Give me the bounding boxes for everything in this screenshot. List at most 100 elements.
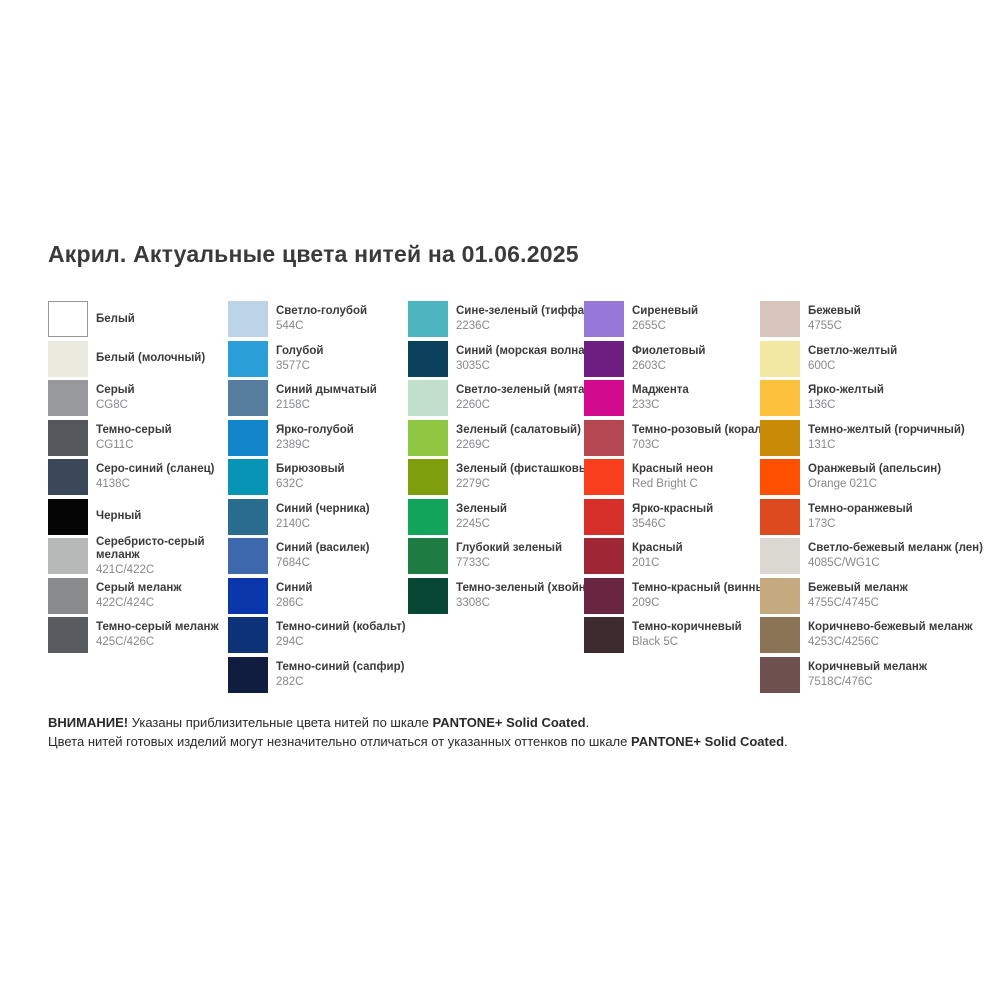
color-row: Маджента 233C — [584, 380, 760, 416]
footer-text: . — [585, 715, 590, 730]
color-labels: Глубокий зеленый 7733C — [456, 542, 562, 570]
page-title: Акрил. Актуальные цвета нитей на 01.06.2… — [48, 241, 579, 267]
color-row: Сиреневый 2655C — [584, 301, 760, 337]
color-labels: Бирюзовый 632C — [276, 463, 345, 491]
color-swatch — [408, 577, 448, 614]
color-labels: Зеленый 2245C — [456, 503, 507, 531]
pantone-code: 422C/424C — [96, 596, 155, 609]
color-labels: Серебристо-серый меланж 421C/422C — [96, 536, 214, 577]
color-swatch — [584, 380, 624, 416]
color-labels: Сиреневый 2655C — [632, 305, 698, 333]
color-labels: Зеленый (фисташковый) 2279C — [456, 463, 600, 491]
pantone-code: CG8C — [96, 399, 128, 411]
pantone-code: 4253C/4256C — [808, 636, 879, 648]
color-row: Серо-синий (сланец) 4138C — [48, 459, 224, 495]
color-labels: Темно-коричневый Black 5C — [632, 621, 742, 649]
color-labels: Серый CG8C — [96, 384, 135, 412]
color-name: Голубой — [276, 344, 324, 357]
color-swatch — [228, 419, 268, 456]
color-row: Зеленый (фисташковый) 2279C — [408, 459, 600, 495]
pantone-code: 632C — [276, 478, 304, 490]
color-name: Красный неон — [632, 463, 714, 475]
color-swatch — [408, 419, 448, 456]
color-name: Бежевый — [808, 305, 861, 317]
color-labels: Синий 286C — [276, 582, 312, 610]
color-name: Темно-серый меланж — [96, 621, 219, 633]
color-swatch — [760, 380, 800, 416]
pantone-code: 2158C — [276, 399, 310, 411]
color-labels: Светло-бежевый меланж (лен) 4085C/WG1C — [808, 542, 983, 570]
pantone-code: Orange 021C — [808, 478, 878, 490]
color-name: Темно-синий (кобальт) — [276, 621, 406, 633]
color-swatch — [760, 577, 800, 614]
pantone-code: 2389C — [276, 438, 310, 451]
color-swatch — [760, 419, 800, 456]
pantone-code: 294C — [276, 636, 304, 648]
color-swatch — [48, 301, 88, 337]
color-name: Темно-серый — [96, 423, 172, 436]
pantone-code: 4085C/WG1C — [808, 557, 880, 569]
color-name: Светло-бежевый меланж (лен) — [808, 542, 983, 554]
color-row: Серый меланж 422C/424C — [48, 577, 224, 614]
pantone-code: 2140C — [276, 517, 310, 530]
pantone-code: 4755C — [808, 320, 842, 332]
swatch-column-grays: Белый Белый (молочный) Серый CG8C Темно-… — [48, 301, 224, 653]
color-row: Синий 286C — [228, 577, 404, 614]
color-labels: Темно-серый CG11C — [96, 424, 172, 452]
color-name: Оранжевый (апельсин) — [808, 463, 942, 475]
color-labels: Серый меланж 422C/424C — [96, 582, 182, 610]
color-row: Серый CG8C — [48, 380, 224, 416]
pantone-code: 600C — [808, 359, 836, 372]
color-row: Темно-желтый (горчичный) 131C — [760, 419, 965, 456]
color-row: Белый (молочный) — [48, 340, 224, 377]
color-name: Зеленый (салатовый) — [456, 423, 581, 436]
color-name: Черный — [96, 510, 142, 522]
color-name: Сине-зеленый (тиффани) — [456, 305, 602, 317]
pantone-code: 4755C/4745C — [808, 596, 879, 609]
color-labels: Синий (черника) 2140C — [276, 503, 370, 531]
pantone-code: 286C — [276, 596, 304, 609]
color-swatch — [48, 340, 88, 377]
color-row: Темно-синий (кобальт) 294C — [228, 617, 406, 653]
pantone-code: 131C — [808, 438, 836, 451]
color-labels: Синий дымчатый 2158C — [276, 384, 377, 412]
footer-note: ВНИМАНИЕ! Указаны приблизительные цвета … — [48, 713, 788, 751]
pantone-code: 2655C — [632, 320, 666, 332]
pantone-code: CG11C — [96, 438, 134, 451]
color-labels: Фиолетовый 2603C — [632, 345, 706, 373]
color-name: Зеленый (фисташковый) — [456, 463, 600, 475]
color-swatch — [584, 459, 624, 495]
pantone-code: 201C — [632, 557, 660, 569]
color-name: Темно-розовый (коралл) — [632, 423, 773, 436]
color-name: Синий (василек) — [276, 542, 370, 554]
color-name: Темно-красный (винный) — [632, 581, 777, 594]
color-row: Глубокий зеленый 7733C — [408, 538, 584, 574]
color-labels: Синий (василек) 7684C — [276, 542, 369, 570]
color-labels: Темно-серый меланж 425C/426C — [96, 621, 219, 649]
color-name: Белый — [96, 312, 135, 325]
color-name: Серо-синий (сланец) — [96, 463, 215, 475]
color-row: Оранжевый (апельсин) Orange 021C — [760, 459, 942, 495]
color-swatch — [408, 301, 448, 337]
color-row: Коричнево-бежевый меланж 4253C/4256C — [760, 617, 973, 653]
color-swatch — [760, 498, 800, 535]
footer-text: . — [784, 734, 788, 749]
color-swatch — [48, 538, 88, 574]
color-row: Темно-зеленый (хвойный) 3308C — [408, 577, 606, 614]
color-row: Ярко-красный 3546C — [584, 498, 760, 535]
color-row: Темно-розовый (коралл) 703C — [584, 419, 773, 456]
color-name: Серый — [96, 384, 135, 396]
color-labels: Красный неон Red Bright C — [632, 463, 713, 491]
color-row: Темно-серый меланж 425C/426C — [48, 617, 224, 653]
color-swatch — [584, 301, 624, 337]
color-name: Светло-желтый — [808, 344, 898, 357]
color-name: Ярко-красный — [632, 502, 714, 515]
footer-line: Цвета нитей готовых изделий могут незнач… — [48, 732, 788, 751]
pantone-code: 3546C — [632, 517, 666, 530]
color-name: Серый меланж — [96, 581, 182, 594]
color-row: Темно-серый CG11C — [48, 419, 224, 456]
color-swatch — [228, 656, 268, 693]
color-swatch — [584, 577, 624, 614]
pantone-code: 421C/422C — [96, 563, 155, 576]
